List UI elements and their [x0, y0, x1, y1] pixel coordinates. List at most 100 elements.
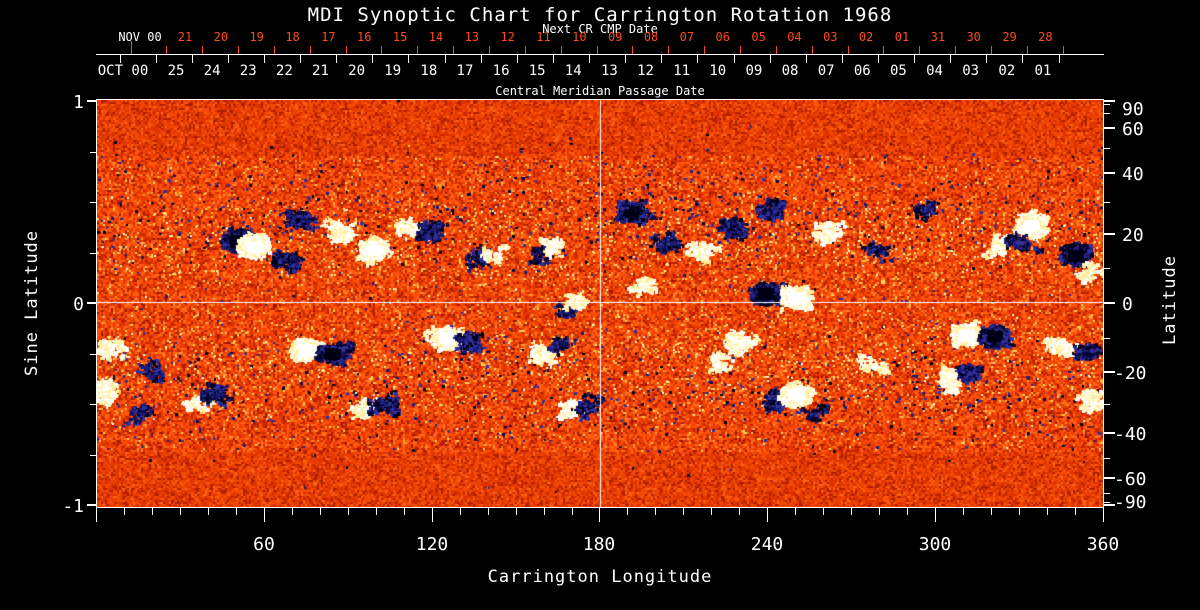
bottom-axis-tick [963, 508, 964, 515]
top-axis-red-day-label: 29 [1002, 30, 1017, 44]
top-axis-white-day-label: 20 [348, 63, 366, 79]
top-axis-white-tick [120, 55, 121, 63]
bottom-axis-tick [599, 508, 600, 522]
right-axis-tick [1104, 477, 1115, 479]
top-axis-red-tick [489, 46, 490, 54]
top-axis-white-tick [264, 55, 265, 63]
plot-box-left-line [96, 99, 97, 508]
right-axis-tick [1104, 458, 1110, 459]
top-axis-white-day-label: 05 [889, 63, 907, 79]
bottom-axis-tick [208, 508, 209, 515]
bottom-axis-tick [683, 508, 684, 515]
top-axis-red-day-label: 13 [464, 30, 480, 44]
top-axis-red-day-label: 17 [321, 30, 336, 44]
top-axis-white-tick [950, 55, 951, 63]
right-axis-tick [1104, 371, 1115, 373]
top-axis-white-tick [986, 55, 987, 63]
bottom-axis-tick [1047, 508, 1048, 515]
right-axis-tick [1104, 493, 1110, 494]
bottom-axis-tick [655, 508, 656, 515]
top-axis-red-day-label: 19 [249, 30, 264, 44]
top-axis-red-tick [848, 46, 849, 54]
bottom-axis-tick [795, 508, 796, 515]
top-axis-white-tick [156, 55, 157, 63]
top-axis-red-tick [812, 46, 813, 54]
top-axis-white-tick [806, 55, 807, 63]
top-axis-red-day-label: 31 [930, 30, 946, 44]
top-axis-red-tick [561, 46, 562, 54]
top-axis-white-month-label: OCT 00 [97, 63, 149, 79]
top-axis-red-day-label: 14 [428, 30, 444, 44]
top-axis-red-tick [346, 46, 347, 54]
plot-box-bottom-line [96, 507, 1104, 508]
next-cr-cmp-date-label: Next CR CMP Date [542, 22, 658, 36]
top-axis-red-tick [668, 46, 669, 54]
top-axis-red-day-label: 12 [500, 30, 515, 44]
top-axis-white-day-label: 15 [528, 63, 546, 79]
top-axis-caption: Central Meridian Passage Date [495, 84, 705, 98]
top-axis-red-day-label: 18 [285, 30, 300, 44]
bottom-axis-tick [1075, 508, 1076, 515]
top-axis-white-tick [300, 55, 301, 63]
top-axis-white-day-label: 12 [637, 63, 654, 79]
right-axis-tick [1104, 432, 1115, 434]
top-axis-white-tick [192, 55, 193, 63]
right-axis-tick [1104, 504, 1115, 506]
left-axis-tick-label: 0 [73, 294, 84, 315]
top-axis-red-tick [166, 46, 167, 54]
bottom-axis-tick [488, 508, 489, 515]
left-axis-tick-label: -1 [62, 496, 84, 517]
top-axis-red-day-label: 16 [357, 30, 372, 44]
top-axis-white-day-label: 25 [167, 63, 185, 79]
top-axis-red-day-label: 21 [177, 30, 193, 44]
top-axis-red-tick [1027, 46, 1028, 54]
bottom-axis-title: Carrington Longitude [487, 567, 713, 587]
plot-box-top-line [96, 99, 1104, 100]
bottom-axis-tick [180, 508, 181, 515]
top-axis-white-day-label: 22 [275, 63, 293, 79]
left-axis-title: Sine Latitude [22, 229, 42, 377]
top-axis-red-tick [381, 46, 382, 54]
top-axis-white-day-label: 04 [926, 63, 943, 79]
top-axis-white-tick [372, 55, 373, 63]
bottom-axis-tick [264, 508, 265, 522]
right-axis-tick-label: -60 [1114, 469, 1147, 490]
top-axis-white-tick [661, 55, 662, 63]
top-axis-white-tick [336, 55, 337, 63]
bottom-axis-tick-label: 120 [415, 534, 449, 555]
top-axis-red-tick [274, 46, 275, 54]
bottom-axis-tick [907, 508, 908, 515]
top-axis-white-tick [228, 55, 229, 63]
right-axis-tick [1104, 172, 1115, 174]
top-axis-white-tick [481, 55, 482, 63]
top-axis-white-tick [697, 55, 698, 63]
top-axis-white-day-label: 11 [673, 63, 691, 79]
bottom-axis-tick [544, 508, 545, 515]
top-axis-red-day-label: 02 [858, 30, 874, 44]
bottom-axis-tick-label: 240 [750, 534, 784, 555]
left-axis-tick [90, 455, 96, 456]
top-axis-red-day-label: 09 [607, 30, 623, 44]
right-axis-tick [1104, 502, 1110, 503]
plot-box-right-line [1103, 99, 1104, 508]
right-axis-tick-label: 90 [1122, 99, 1144, 120]
bottom-axis-tick [851, 508, 852, 515]
bottom-axis-tick [236, 508, 237, 515]
bottom-axis-tick [572, 508, 573, 515]
right-axis-tick [1104, 233, 1115, 235]
right-axis-tick-label: 40 [1122, 164, 1144, 185]
top-axis-white-day-label: 10 [709, 63, 727, 79]
top-axis-white-day-label: 14 [564, 63, 582, 79]
top-axis-red-tick [955, 46, 956, 54]
top-axis-red-day-label: 20 [213, 30, 229, 44]
bottom-axis-tick-label: 360 [1086, 534, 1120, 555]
top-axis-white-tick [1059, 55, 1060, 63]
left-axis-tick [90, 202, 96, 203]
top-axis-white-tick [445, 55, 446, 63]
top-axis-red-day-label: 08 [643, 30, 659, 44]
top-axis-white-day-label: 03 [962, 63, 980, 79]
right-axis-tick [1104, 202, 1110, 203]
top-axis-white-day-label: 24 [203, 63, 221, 79]
top-axis-red-day-label: 10 [572, 30, 587, 44]
